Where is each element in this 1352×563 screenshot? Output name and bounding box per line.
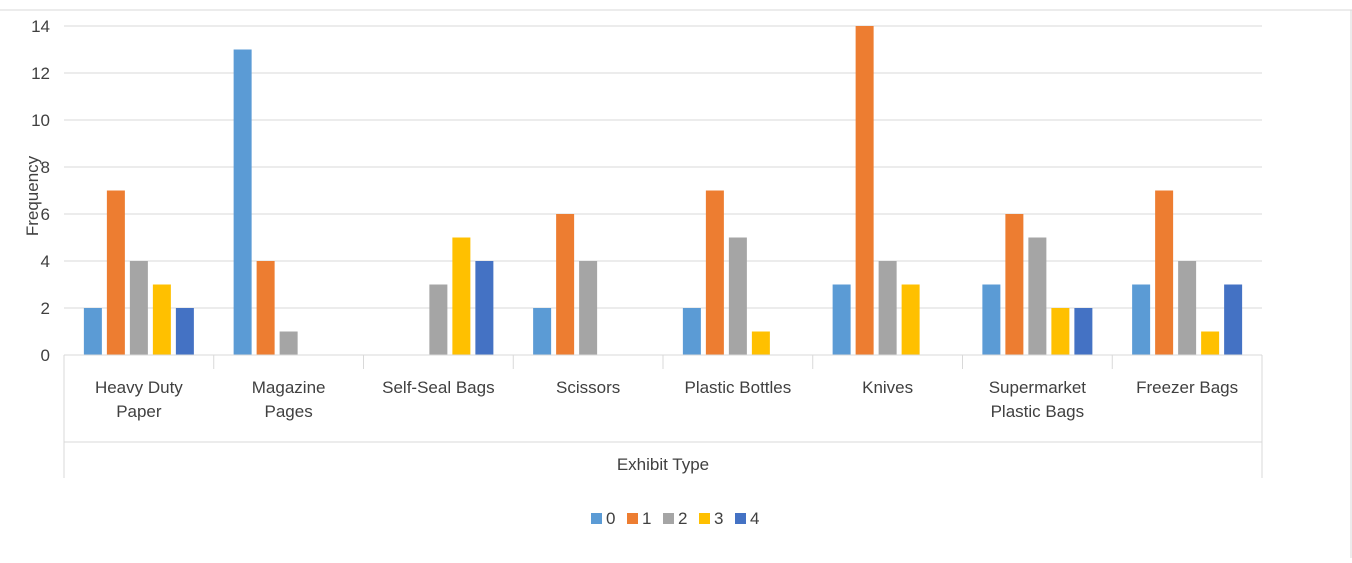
bar [429, 284, 448, 355]
y-tick-label: 0 [41, 346, 50, 365]
legend: 0 1 2 3 4 [591, 509, 759, 528]
bar [1178, 261, 1197, 355]
x-tick-label: Freezer Bags [1136, 378, 1238, 397]
bar [1132, 284, 1151, 355]
bar [475, 261, 494, 355]
y-tick-label: 12 [31, 64, 50, 83]
bar [83, 308, 102, 355]
bar [705, 190, 724, 355]
bar [1201, 331, 1220, 355]
bar [901, 284, 920, 355]
bar [233, 49, 252, 355]
bar [1155, 190, 1174, 355]
bar [579, 261, 598, 355]
y-tick-label: 14 [31, 17, 50, 36]
x-tick-label: Scissors [556, 378, 620, 397]
legend-label: 0 [606, 509, 615, 528]
bar [751, 331, 770, 355]
x-tick-label: Self-Seal Bags [382, 378, 494, 397]
y-tick-label: 4 [41, 252, 50, 271]
legend-swatch [663, 513, 674, 524]
bar [556, 214, 575, 355]
bar [175, 308, 194, 355]
bar [1028, 237, 1047, 355]
bar [982, 284, 1001, 355]
bar [1224, 284, 1243, 355]
bar [452, 237, 471, 355]
legend-swatch [699, 513, 710, 524]
x-axis-label: Exhibit Type [617, 455, 709, 474]
legend-swatch [627, 513, 638, 524]
bar [256, 261, 275, 355]
legend-label: 1 [642, 509, 651, 528]
y-tick-label: 8 [41, 158, 50, 177]
bar [682, 308, 701, 355]
bar [533, 308, 552, 355]
legend-swatch [591, 513, 602, 524]
bar [878, 261, 897, 355]
y-tick-label: 10 [31, 111, 50, 130]
legend-label: 3 [714, 509, 723, 528]
bar [1005, 214, 1024, 355]
bar [832, 284, 851, 355]
bar [279, 331, 298, 355]
bars [83, 26, 1243, 355]
x-tick-label: Knives [862, 378, 913, 397]
x-tick-label: Plastic Bottles [684, 378, 791, 397]
legend-label: 4 [750, 509, 759, 528]
legend-swatch [735, 513, 746, 524]
bar [1051, 308, 1070, 355]
y-tick-label: 6 [41, 205, 50, 224]
x-tick-label: Supermarket Plastic Bags [989, 378, 1087, 421]
bar [1074, 308, 1093, 355]
bar [152, 284, 171, 355]
legend-label: 2 [678, 509, 687, 528]
x-tick-label: Heavy Duty Paper [95, 378, 183, 421]
y-axis-label: Frequency [23, 155, 42, 236]
bar [728, 237, 747, 355]
bar [129, 261, 148, 355]
bar [855, 26, 874, 355]
bar [106, 190, 125, 355]
x-tick-label: Magazine Pages [252, 378, 326, 421]
y-tick-label: 2 [41, 299, 50, 318]
